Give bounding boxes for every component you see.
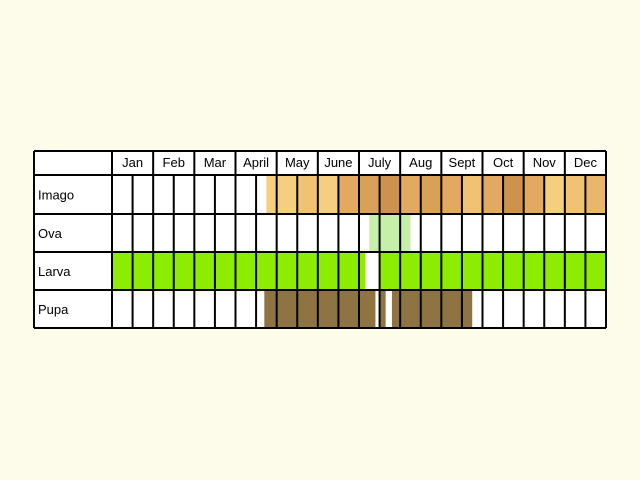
stage-label: Larva: [38, 264, 71, 279]
activity-segment: [503, 175, 524, 214]
stage-row-ova: Ova: [34, 214, 606, 252]
stage-label: Imago: [38, 188, 74, 203]
activity-segment: [379, 290, 386, 328]
month-label: Nov: [533, 155, 557, 170]
activity-segment: [585, 175, 606, 214]
month-label: July: [368, 155, 392, 170]
month-label: Oct: [493, 155, 514, 170]
activity-segment: [482, 175, 504, 214]
activity-segment: [385, 290, 392, 328]
month-label: April: [243, 155, 269, 170]
month-label: Sept: [449, 155, 476, 170]
activity-segment: [297, 175, 318, 214]
month-header-row: Jan Feb Mar April May June July Aug Sept Oct Nov De…: [34, 151, 606, 175]
activity-segment: [391, 290, 473, 328]
month-label: Feb: [163, 155, 185, 170]
activity-segment: [266, 175, 298, 214]
activity-segment: [317, 175, 339, 214]
row-background: [34, 214, 606, 252]
calendar-grid: [33, 150, 607, 329]
stage-rows: Imago Ova Larva Pupa: [34, 175, 606, 328]
activity-segment: [420, 175, 442, 214]
activity-segment: [365, 252, 380, 290]
month-label: Aug: [409, 155, 432, 170]
activity-segment: [564, 175, 586, 214]
activity-segment: [375, 290, 380, 328]
activity-segment: [544, 175, 565, 214]
month-label: Mar: [204, 155, 227, 170]
activity-segment: [441, 175, 462, 214]
month-label: Jan: [122, 155, 143, 170]
month-label: June: [324, 155, 352, 170]
activity-segment: [112, 252, 366, 290]
stage-label: Pupa: [38, 302, 69, 317]
activity-segment: [338, 175, 359, 214]
activity-segment: [461, 175, 483, 214]
header-background: [34, 151, 606, 175]
stage-label: Ova: [38, 226, 63, 241]
activity-segment: [359, 175, 380, 214]
activity-segment: [379, 252, 606, 290]
month-label: May: [285, 155, 310, 170]
activity-segment: [379, 175, 401, 214]
stage-row-pupa: Pupa: [34, 290, 606, 328]
activity-segment: [264, 290, 376, 328]
activity-segment: [400, 175, 421, 214]
stage-row-larva: Larva: [34, 252, 606, 290]
stage-row-imago: Imago: [34, 175, 606, 214]
activity-segment: [523, 175, 545, 214]
activity-segment: [369, 214, 411, 252]
month-label: Dec: [574, 155, 598, 170]
